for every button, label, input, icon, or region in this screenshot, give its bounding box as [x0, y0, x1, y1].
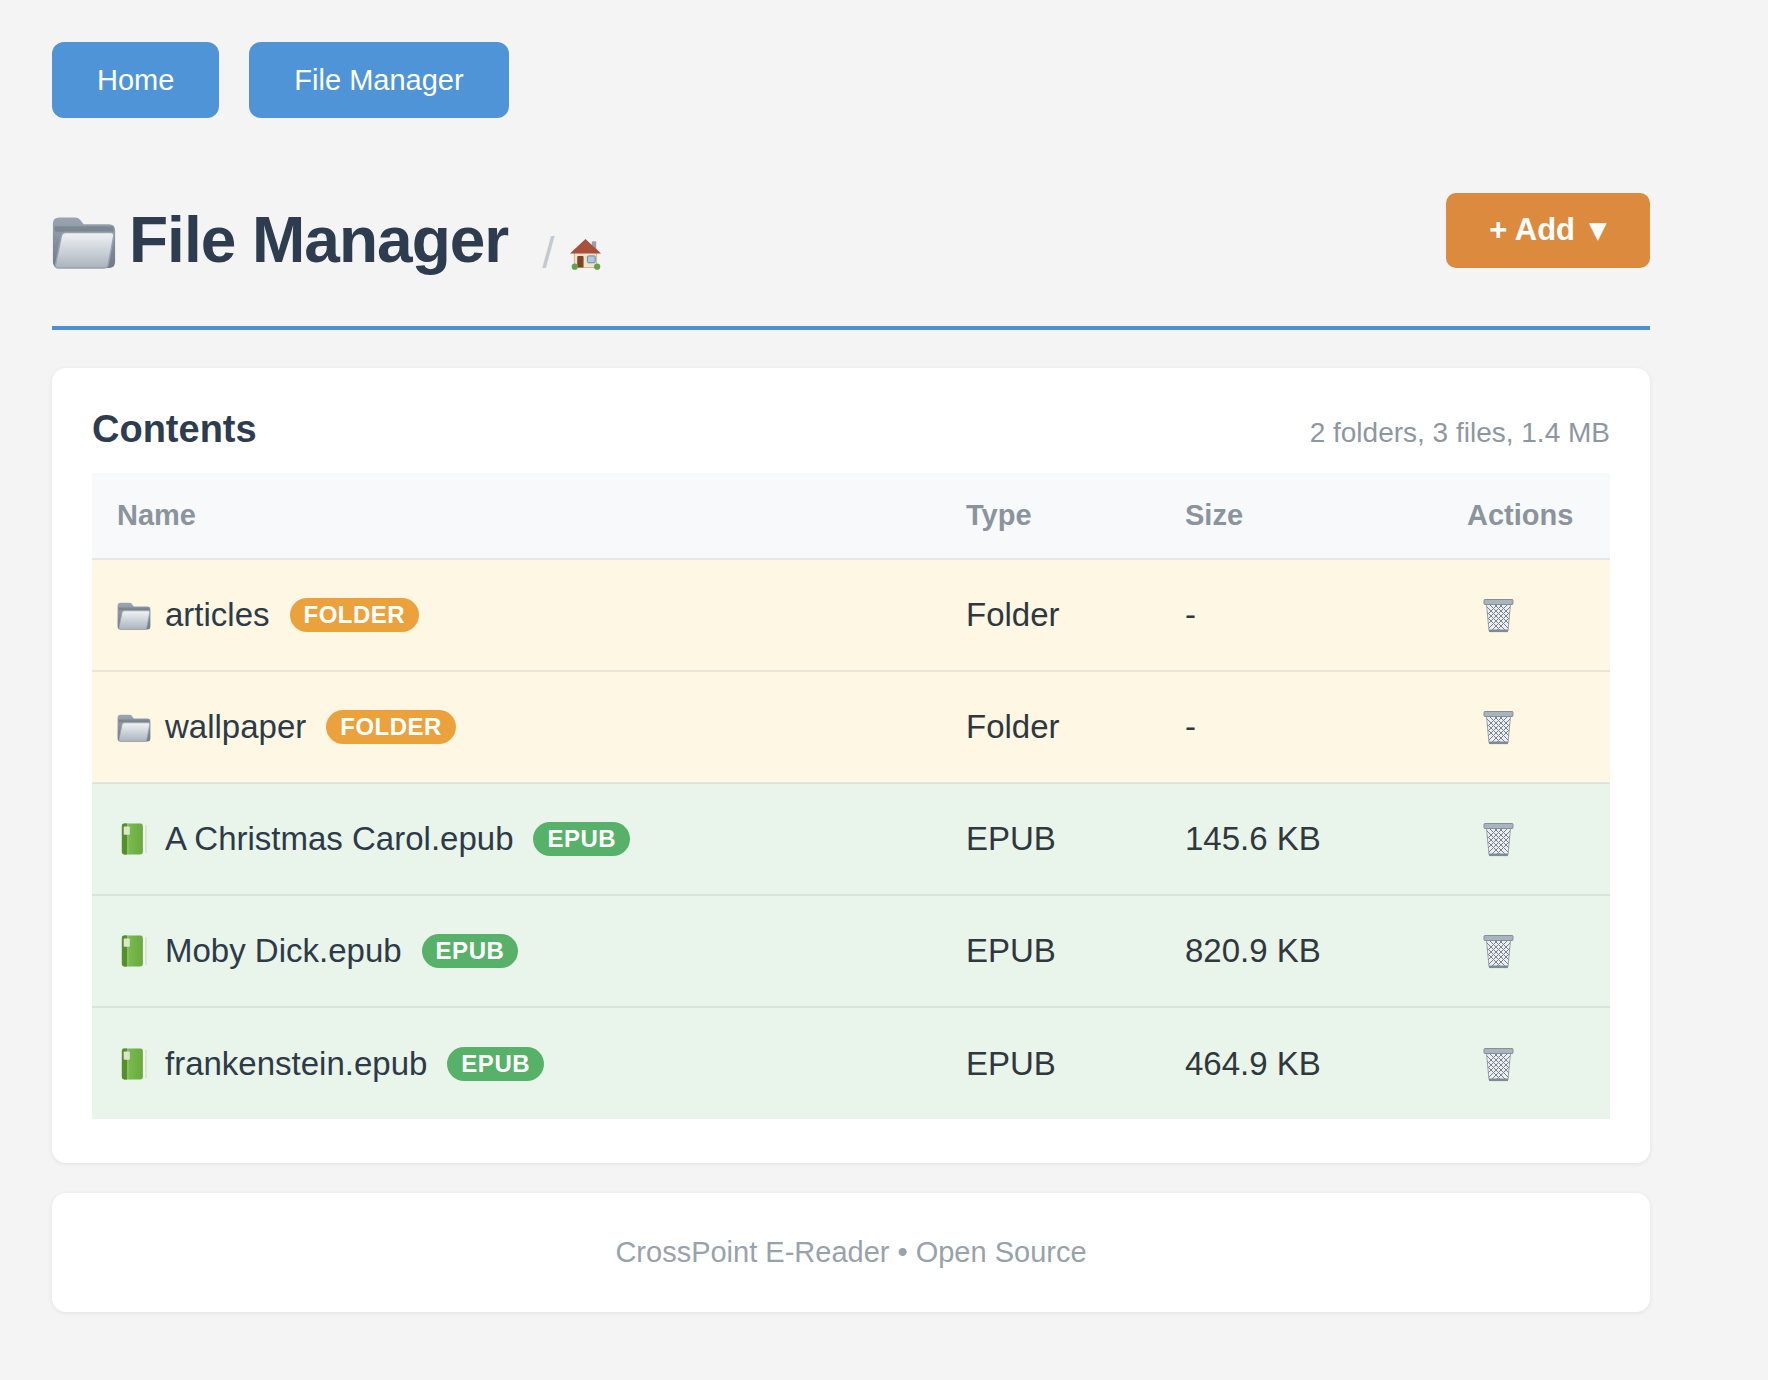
table-row: articles FOLDER Folder - — [92, 559, 1610, 671]
file-name[interactable]: articles — [165, 596, 270, 634]
column-header-size: Size — [1160, 473, 1442, 559]
file-name[interactable]: wallpaper — [165, 708, 306, 746]
add-button-label: + Add — [1489, 212, 1575, 248]
size-cell: - — [1160, 671, 1442, 783]
trash-icon — [1483, 597, 1514, 633]
page-title: File Manager — [129, 203, 508, 277]
table-row: frankenstein.epub EPUB EPUB 464.9 KB — [92, 1007, 1610, 1119]
type-badge: FOLDER — [290, 598, 420, 632]
size-cell: 145.6 KB — [1160, 783, 1442, 895]
nav-bar: Home File Manager — [52, 0, 1650, 118]
file-table: Name Type Size Actions articles FOLDER F… — [92, 473, 1610, 1119]
nav-home-button[interactable]: Home — [52, 42, 219, 118]
contents-card: Contents 2 folders, 3 files, 1.4 MB Name… — [52, 368, 1650, 1163]
delete-button[interactable] — [1483, 933, 1514, 969]
table-row: A Christmas Carol.epub EPUB EPUB 145.6 K… — [92, 783, 1610, 895]
delete-button[interactable] — [1483, 1046, 1514, 1082]
delete-button[interactable] — [1483, 821, 1514, 857]
trash-icon — [1483, 933, 1514, 969]
trash-icon — [1483, 1046, 1514, 1082]
page-container: Home File Manager File Manager / + Add ▼… — [52, 0, 1650, 1312]
size-cell: 820.9 KB — [1160, 895, 1442, 1007]
green-book-icon — [117, 822, 151, 856]
header-divider — [52, 326, 1650, 330]
folder-icon — [52, 212, 116, 269]
size-cell: - — [1160, 559, 1442, 671]
trash-icon — [1483, 821, 1514, 857]
delete-button[interactable] — [1483, 597, 1514, 633]
file-name[interactable]: frankenstein.epub — [165, 1045, 427, 1083]
table-row: Moby Dick.epub EPUB EPUB 820.9 KB — [92, 895, 1610, 1007]
contents-title: Contents — [92, 408, 257, 451]
type-cell: Folder — [941, 559, 1160, 671]
type-badge: EPUB — [422, 934, 519, 968]
chevron-down-icon: ▼ — [1589, 217, 1607, 243]
nav-file-manager-button[interactable]: File Manager — [249, 42, 508, 118]
column-header-actions: Actions — [1442, 473, 1610, 559]
house-icon[interactable] — [568, 236, 603, 271]
page-header: File Manager / + Add ▼ — [52, 190, 1650, 290]
footer: CrossPoint E-Reader • Open Source — [52, 1193, 1650, 1312]
type-cell: EPUB — [941, 1007, 1160, 1119]
column-header-type: Type — [941, 473, 1160, 559]
add-button[interactable]: + Add ▼ — [1446, 193, 1650, 268]
contents-summary: 2 folders, 3 files, 1.4 MB — [1310, 417, 1610, 449]
table-body: articles FOLDER Folder - wallpaper FOLDE… — [92, 559, 1610, 1119]
folder-icon — [117, 600, 151, 630]
delete-button[interactable] — [1483, 709, 1514, 745]
table-header-row: Name Type Size Actions — [92, 473, 1610, 559]
type-badge: EPUB — [533, 822, 630, 856]
trash-icon — [1483, 709, 1514, 745]
file-name[interactable]: A Christmas Carol.epub — [165, 820, 513, 858]
size-cell: 464.9 KB — [1160, 1007, 1442, 1119]
table-row: wallpaper FOLDER Folder - — [92, 671, 1610, 783]
green-book-icon — [117, 1047, 151, 1081]
column-header-name: Name — [92, 473, 941, 559]
type-cell: EPUB — [941, 895, 1160, 1007]
breadcrumb-separator: / — [542, 228, 554, 278]
type-badge: FOLDER — [326, 710, 456, 744]
footer-text: CrossPoint E-Reader • Open Source — [615, 1236, 1086, 1269]
green-book-icon — [117, 934, 151, 968]
type-badge: EPUB — [447, 1047, 544, 1081]
folder-icon — [117, 712, 151, 742]
type-cell: EPUB — [941, 783, 1160, 895]
contents-card-header: Contents 2 folders, 3 files, 1.4 MB — [92, 408, 1610, 451]
file-name[interactable]: Moby Dick.epub — [165, 932, 402, 970]
type-cell: Folder — [941, 671, 1160, 783]
